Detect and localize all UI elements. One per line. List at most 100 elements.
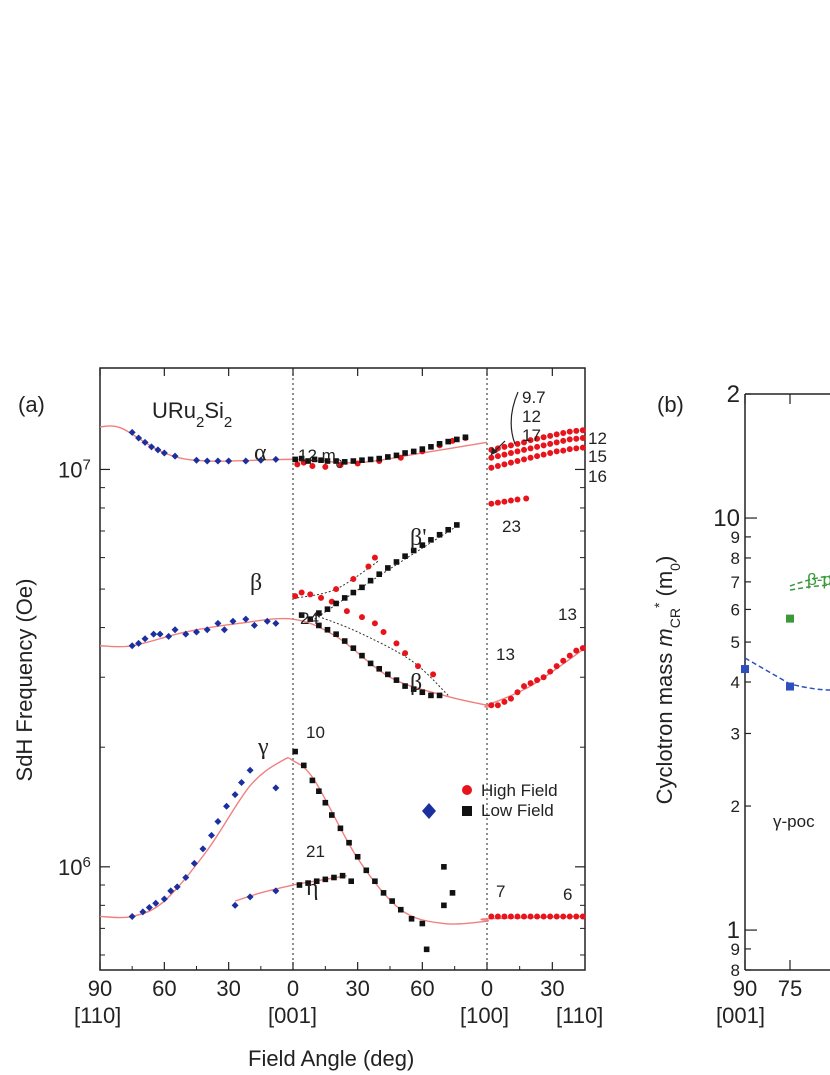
point-high-field [553,663,560,670]
split-mass-0: 9.7 [522,388,546,407]
point-diamond [214,457,222,465]
point-high-field [553,439,560,446]
point-diamond [257,456,265,464]
legend: High Field Low Field [422,781,558,820]
point-diamond [272,887,280,895]
point-low-field [462,434,469,441]
legend-high-field-label: High Field [481,781,558,800]
point-high-field [350,576,357,583]
point-low-field [419,920,426,927]
panel-b-y-tick-label: 3 [731,724,740,743]
point-low-field [350,458,357,464]
panel-b-point-beta-pocket [786,614,794,623]
point-high-field [507,459,514,466]
panel-b-x-ticks: 90756 [733,394,830,1001]
beta-prime-label: β' [410,525,427,551]
point-low-field [408,915,415,922]
gamma-pocket-fit [744,657,830,691]
panel-b-point-gamma-pocket [786,682,794,691]
point-low-field [367,577,374,584]
point-low-field [350,645,357,651]
point-low-field [445,526,451,533]
point-low-field [359,584,365,591]
point-low-field [402,553,408,559]
guide-curve-beta_guide_lower [314,614,449,696]
point-low-field [300,762,307,769]
point-high-field [534,443,541,450]
point-low-field [329,812,335,818]
split-arrowhead [491,447,498,455]
point-low-field [389,898,395,904]
point-high-field [507,449,514,456]
split-mass-2: 17 [522,426,541,445]
point-diamond [141,438,149,446]
point-high-field [501,498,508,505]
point-low-field [410,686,417,692]
point-low-field [324,458,331,464]
beta-pocket-fit-2 [789,584,830,591]
x-tick-label: 30 [216,976,240,1001]
point-low-field [441,902,447,909]
panel-b-x-tick-label: 75 [778,976,802,1001]
point-diamond [242,457,250,465]
point-high-field [540,434,547,441]
y-axis-title: SdH Frequency (Oe) [12,579,37,782]
point-high-field [494,913,501,920]
panel-b-y-tick-label: 8 [731,549,740,568]
point-high-field [292,593,299,600]
point-high-field [343,608,350,615]
point-high-field [527,680,534,687]
point-high-field [534,677,541,684]
point-diamond [229,617,237,625]
alpha-right-15: 15 [588,447,607,466]
point-low-field [436,692,443,699]
panel-b-y-tick-label: 9 [731,528,740,547]
point-low-field [419,689,426,696]
point-high-field [579,434,586,441]
point-diamond [263,617,271,625]
point-diamond [152,899,160,907]
point-high-field [521,913,528,920]
point-high-field [566,436,573,443]
point-high-field [514,913,521,920]
point-high-field [365,563,372,570]
panel-a-label: (a) [18,392,45,417]
point-low-field [380,890,387,896]
point-diamond [208,831,216,839]
panel-b-x-tick-label: 90 [733,976,757,1001]
compound-label: URu2Si2 [152,398,232,431]
point-diamond [139,908,147,916]
panel-b-y-axis-title: Cyclotron mass mCR* (m0) [651,556,683,805]
point-diamond [135,639,143,647]
panel-b-y-tick-label: 4 [731,673,740,692]
eta-mass-21: 21 [306,842,325,861]
point-high-field [540,442,547,449]
point-high-field [501,461,508,468]
point-high-field [527,913,534,920]
guide-curve-beta_guide_upper [297,560,380,599]
point-high-field [579,427,586,434]
point-high-field [534,913,541,920]
legend-low-field-label: Low Field [481,801,554,820]
point-low-field [298,455,305,462]
panel-b-point-gamma-pocket [741,665,749,674]
point-diamond [214,619,222,627]
point-high-field [488,500,495,507]
point-high-field [547,440,554,447]
point-low-field [436,441,443,447]
point-diamond [160,895,168,903]
beta-pocket-fit-1 [789,575,830,587]
dir-label-001: [001] [268,1003,317,1028]
point-high-field [566,428,573,435]
point-diamond [199,845,207,853]
point-low-field [359,457,365,464]
point-diamond [214,818,222,826]
point-diamond [190,859,198,867]
point-high-field [371,620,378,627]
point-high-field [397,454,404,461]
point-diamond [147,443,155,451]
point-diamond [272,455,280,463]
point-low-field [419,542,426,548]
